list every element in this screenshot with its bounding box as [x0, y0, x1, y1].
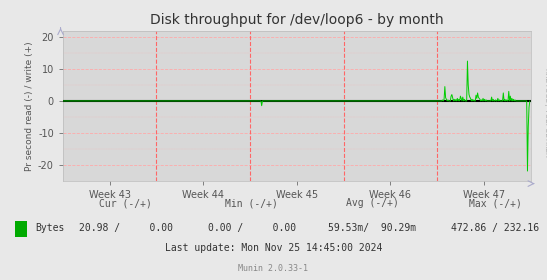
Text: Munin 2.0.33-1: Munin 2.0.33-1	[238, 264, 309, 273]
Text: Bytes: Bytes	[36, 223, 65, 233]
Text: 0.00 /     0.00: 0.00 / 0.00	[207, 223, 296, 233]
Text: RRDTOOL / TOBI OETIKER: RRDTOOL / TOBI OETIKER	[544, 68, 547, 156]
Text: Avg (-/+): Avg (-/+)	[346, 198, 398, 208]
Text: 59.53m/  90.29m: 59.53m/ 90.29m	[328, 223, 416, 233]
Text: Max (-/+): Max (-/+)	[469, 198, 521, 208]
Text: 472.86 / 232.16: 472.86 / 232.16	[451, 223, 539, 233]
Y-axis label: Pr second read (-) / write (+): Pr second read (-) / write (+)	[25, 41, 34, 171]
Text: Last update: Mon Nov 25 14:45:00 2024: Last update: Mon Nov 25 14:45:00 2024	[165, 243, 382, 253]
Text: Cur (-/+): Cur (-/+)	[100, 198, 152, 208]
Text: Min (-/+): Min (-/+)	[225, 198, 278, 208]
Title: Disk throughput for /dev/loop6 - by month: Disk throughput for /dev/loop6 - by mont…	[150, 13, 444, 27]
Text: 20.98 /     0.00: 20.98 / 0.00	[79, 223, 173, 233]
